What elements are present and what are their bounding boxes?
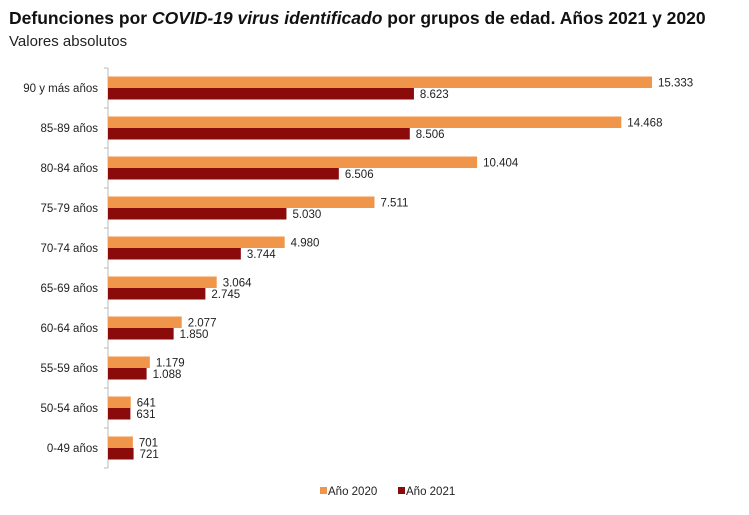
data-label: 5.030 xyxy=(292,209,321,221)
bar-año-2020 xyxy=(108,156,478,168)
data-label: 3.064 xyxy=(223,277,252,289)
bar-año-2021 xyxy=(108,328,174,340)
data-label: 7.511 xyxy=(380,197,408,209)
bar-año-2021 xyxy=(108,168,339,180)
bar-año-2021 xyxy=(108,368,147,380)
bar-año-2020 xyxy=(108,196,375,208)
legend-label: Año 2020 xyxy=(328,486,377,498)
chart-title: Defunciones por COVID-19 virus identific… xyxy=(9,8,706,29)
category-label: 50-54 años xyxy=(40,403,98,415)
legend-label: Año 2021 xyxy=(406,486,455,498)
bar-año-2021 xyxy=(108,128,410,140)
bar-año-2020 xyxy=(108,76,652,88)
legend-swatch xyxy=(320,487,327,494)
data-label: 8.623 xyxy=(420,89,449,101)
bar-año-2020 xyxy=(108,236,285,248)
data-label: 701 xyxy=(139,437,158,449)
bar-año-2020 xyxy=(108,436,133,448)
data-label: 10.404 xyxy=(483,157,519,169)
data-label: 1.088 xyxy=(153,369,182,381)
data-label: 1.179 xyxy=(156,357,185,369)
data-label: 721 xyxy=(140,449,159,461)
data-label: 6.506 xyxy=(345,169,374,181)
title-italic-part: COVID-19 virus identificado xyxy=(151,8,383,28)
category-label: 80-84 años xyxy=(40,163,98,175)
data-label: 4.980 xyxy=(291,237,320,249)
bar-año-2021 xyxy=(108,208,287,220)
data-label: 2.077 xyxy=(188,317,217,329)
bar-año-2020 xyxy=(108,276,217,288)
data-label: 15.333 xyxy=(658,77,693,89)
data-label: 3.744 xyxy=(247,249,276,261)
data-label: 14.468 xyxy=(627,117,662,129)
chart-subtitle: Valores absolutos xyxy=(9,33,128,50)
bar-año-2021 xyxy=(108,248,241,260)
bar-año-2021 xyxy=(108,88,414,100)
bar-año-2020 xyxy=(108,316,182,328)
title-part: por grupos de edad. Años 2021 y 2020 xyxy=(382,8,706,28)
bar-año-2021 xyxy=(108,408,131,420)
title-part: Defunciones por xyxy=(9,8,152,28)
category-label: 60-64 años xyxy=(40,323,98,335)
bar-año-2020 xyxy=(108,396,131,408)
bar-año-2021 xyxy=(108,288,206,300)
bar-año-2020 xyxy=(108,116,622,128)
data-label: 2.745 xyxy=(211,289,240,301)
bar-año-2021 xyxy=(108,448,134,460)
category-label: 65-69 años xyxy=(40,283,98,295)
data-label: 8.506 xyxy=(416,129,445,141)
data-label: 1.850 xyxy=(180,329,209,341)
legend-swatch xyxy=(398,487,405,494)
category-label: 0-49 años xyxy=(47,443,98,455)
category-label: 75-79 años xyxy=(40,203,98,215)
category-label: 55-59 años xyxy=(40,363,98,375)
bar-año-2020 xyxy=(108,356,150,368)
category-label: 85-89 años xyxy=(40,123,98,135)
data-label: 641 xyxy=(137,397,156,409)
category-label: 90 y más años xyxy=(23,83,98,95)
category-label: 70-74 años xyxy=(40,243,98,255)
data-label: 631 xyxy=(136,409,155,421)
